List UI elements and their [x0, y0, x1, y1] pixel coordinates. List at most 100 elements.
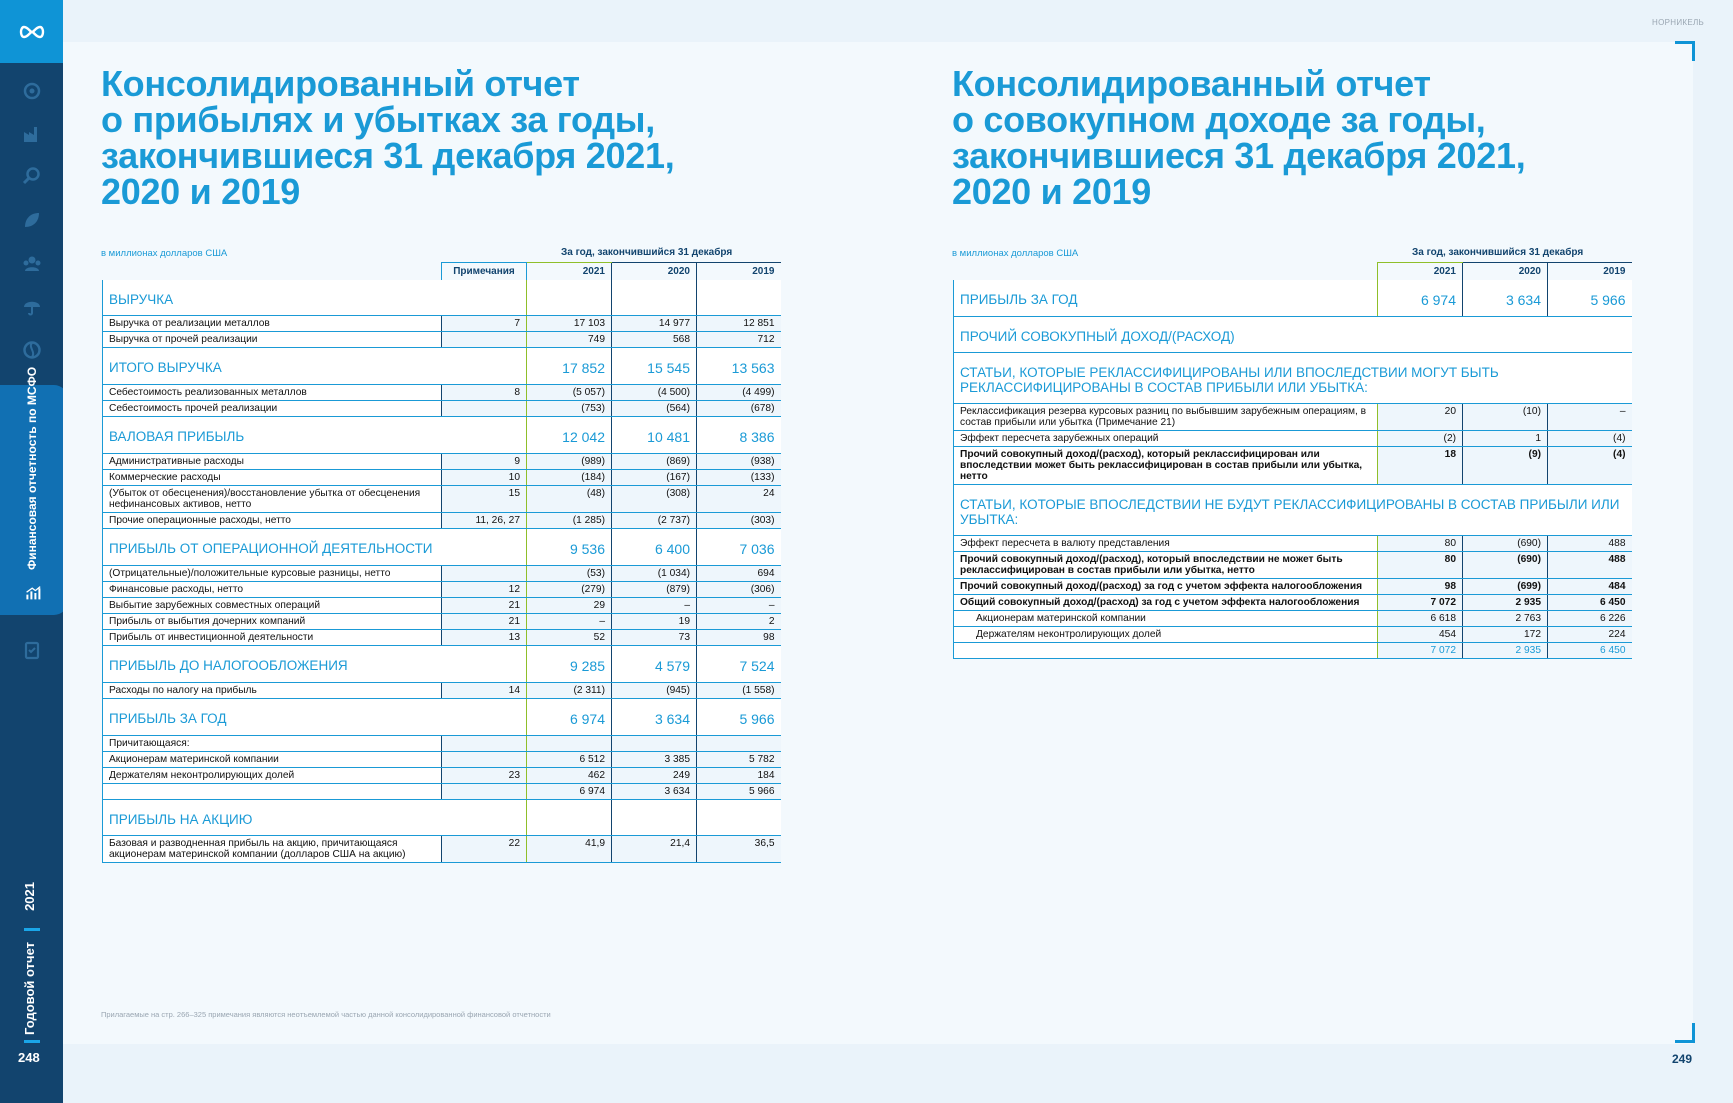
row-note: 21 [441, 613, 527, 630]
row-label: Прибыль от инвестиционной деятельности [102, 629, 442, 646]
row-label: Себестоимость прочей реализации [102, 400, 442, 417]
value-2020: 568 [611, 331, 697, 348]
value-2020: 15 545 [611, 347, 697, 385]
leaf-icon[interactable] [22, 210, 42, 230]
value-2020: (308) [611, 485, 697, 513]
table-row: Выручка от прочей реализации 749 568 712 [102, 331, 781, 348]
value-2020: 172 [1462, 626, 1548, 643]
table-row: Административные расходы 9 (989) (869) (938) [102, 453, 781, 470]
value-2021: (48) [526, 485, 612, 513]
table-row: Базовая и разводненная прибыль на акцию,… [102, 835, 781, 863]
chart-circle-icon[interactable] [22, 81, 42, 101]
value-2020: 10 481 [611, 416, 697, 454]
value-2021: (184) [526, 469, 612, 486]
report-year: 2021 [22, 882, 37, 911]
header-year-2021: 2021 [526, 262, 612, 280]
value-2020: 2 763 [1462, 610, 1548, 627]
table-row: 6 974 3 634 5 966 [102, 783, 781, 800]
row-label: Прибыль от выбытия дочерних компаний [102, 613, 442, 630]
value-2021: 6 618 [1377, 610, 1463, 627]
table-row: Коммерческие расходы 10 (184) (167) (133) [102, 469, 781, 486]
title-line: о прибылях и убытках за годы, [101, 99, 655, 140]
row-label: ИТОГО ВЫРУЧКА [102, 347, 527, 385]
value-2019: 488 [1547, 551, 1632, 579]
sidebar-nav: Финансовая отчетность по МСФО 2021 Годов… [0, 0, 68, 1103]
value-2020 [611, 280, 697, 316]
value-2019 [696, 799, 781, 836]
value-2021: (5 057) [526, 384, 612, 401]
report-title: Годовой отчет [22, 942, 37, 1036]
value-2020: (879) [611, 581, 697, 598]
value-2019: 5 782 [696, 751, 781, 768]
value-2021: 17 103 [526, 315, 612, 332]
section-row: ВЫРУЧКА [102, 280, 781, 316]
row-label: Базовая и разводненная прибыль на акцию,… [102, 835, 442, 863]
value-2019: 5 966 [696, 783, 781, 800]
row-note: 12 [441, 581, 527, 598]
row-label: Акционерам материнской компании [953, 610, 1378, 627]
row-note: 15 [441, 485, 527, 513]
value-2019: 12 851 [696, 315, 781, 332]
value-2019: 6 226 [1547, 610, 1632, 627]
company-logo[interactable] [0, 0, 63, 63]
umbrella-icon[interactable] [22, 297, 42, 317]
value-2019: 7 036 [696, 528, 781, 566]
table-row: (Убыток от обесценения)/восстановление у… [102, 485, 781, 513]
table-row: Выручка от реализации металлов 7 17 103 14 … [102, 315, 781, 332]
value-2020: 3 385 [611, 751, 697, 768]
period-label: За год, закончившийся 31 декабря [561, 247, 733, 258]
table-row: Финансовые расходы, нетто 12 (279) (879) (30… [102, 581, 781, 598]
value-2019: 13 563 [696, 347, 781, 385]
value-2019: (678) [696, 400, 781, 417]
row-label: Реклассификация резерва курсовых разниц … [953, 403, 1378, 431]
value-2019: 224 [1547, 626, 1632, 643]
row-note: 11, 26, 27 [441, 512, 527, 529]
corner-mark [1675, 1023, 1695, 1043]
active-section-tab[interactable] [0, 385, 68, 615]
divider [24, 1040, 40, 1043]
section-label: Финансовая отчетность по МСФО [25, 366, 39, 570]
header-year-2019: 2019 [1547, 262, 1632, 280]
row-label: Выручка от реализации металлов [102, 315, 442, 332]
value-2021: 6 974 [526, 698, 612, 736]
table-row: Прочий совокупный доход/(расход), которы… [953, 551, 1632, 579]
row-note [441, 735, 527, 752]
globe-icon[interactable] [22, 340, 42, 360]
row-note: 22 [441, 835, 527, 863]
row-label: Административные расходы [102, 453, 442, 470]
clipboard-icon[interactable] [22, 640, 42, 660]
value-2021: (1 285) [526, 512, 612, 529]
logo-icon [19, 25, 44, 38]
factory-icon[interactable] [22, 124, 42, 144]
row-label [953, 642, 1378, 659]
title-line: закончившиеся 31 декабря 2021, [952, 135, 1526, 176]
comprehensive-income-table: 2021 2020 2019 ПРИБЫЛЬ ЗА ГОД 6 974 3 634 5 96… [953, 262, 1632, 659]
value-2020: 19 [611, 613, 697, 630]
value-2020: (690) [1462, 551, 1548, 579]
row-label: Коммерческие расходы [102, 469, 442, 486]
people-icon[interactable] [22, 254, 42, 274]
row-label: ПРИБЫЛЬ ЗА ГОД [953, 280, 1378, 317]
table-row: Прочие операционные расходы, нетто 11, 26… [102, 512, 781, 529]
value-2021: 749 [526, 331, 612, 348]
value-2020: 3 634 [611, 698, 697, 736]
table-row: Себестоимость прочей реализации (753) (564… [102, 400, 781, 417]
row-note: 21 [441, 597, 527, 614]
row-note: 9 [441, 453, 527, 470]
row-label: СТАТЬИ, КОТОРЫЕ РЕКЛАССИФИЦИРОВАНЫ ИЛИ В… [953, 352, 1632, 404]
value-2019: (303) [696, 512, 781, 529]
search-icon[interactable] [22, 166, 42, 186]
row-label: Себестоимость реализованных металлов [102, 384, 442, 401]
value-2020: 2 935 [1462, 642, 1548, 659]
value-2021: 6 974 [1377, 280, 1463, 317]
value-2021: 29 [526, 597, 612, 614]
value-2019: 6 450 [1547, 642, 1632, 659]
row-note: 13 [441, 629, 527, 646]
section-row: ПРОЧИЙ СОВОКУПНЫЙ ДОХОД/(РАСХОД) [953, 316, 1632, 353]
value-2021: 454 [1377, 626, 1463, 643]
row-label: ПРИБЫЛЬ ЗА ГОД [102, 698, 527, 736]
period-label: За год, закончившийся 31 декабря [1412, 247, 1584, 258]
row-label: (Отрицательные)/положительные курсовые р… [102, 565, 442, 582]
value-2020: 3 634 [1462, 280, 1548, 317]
row-label: Финансовые расходы, нетто [102, 581, 442, 598]
